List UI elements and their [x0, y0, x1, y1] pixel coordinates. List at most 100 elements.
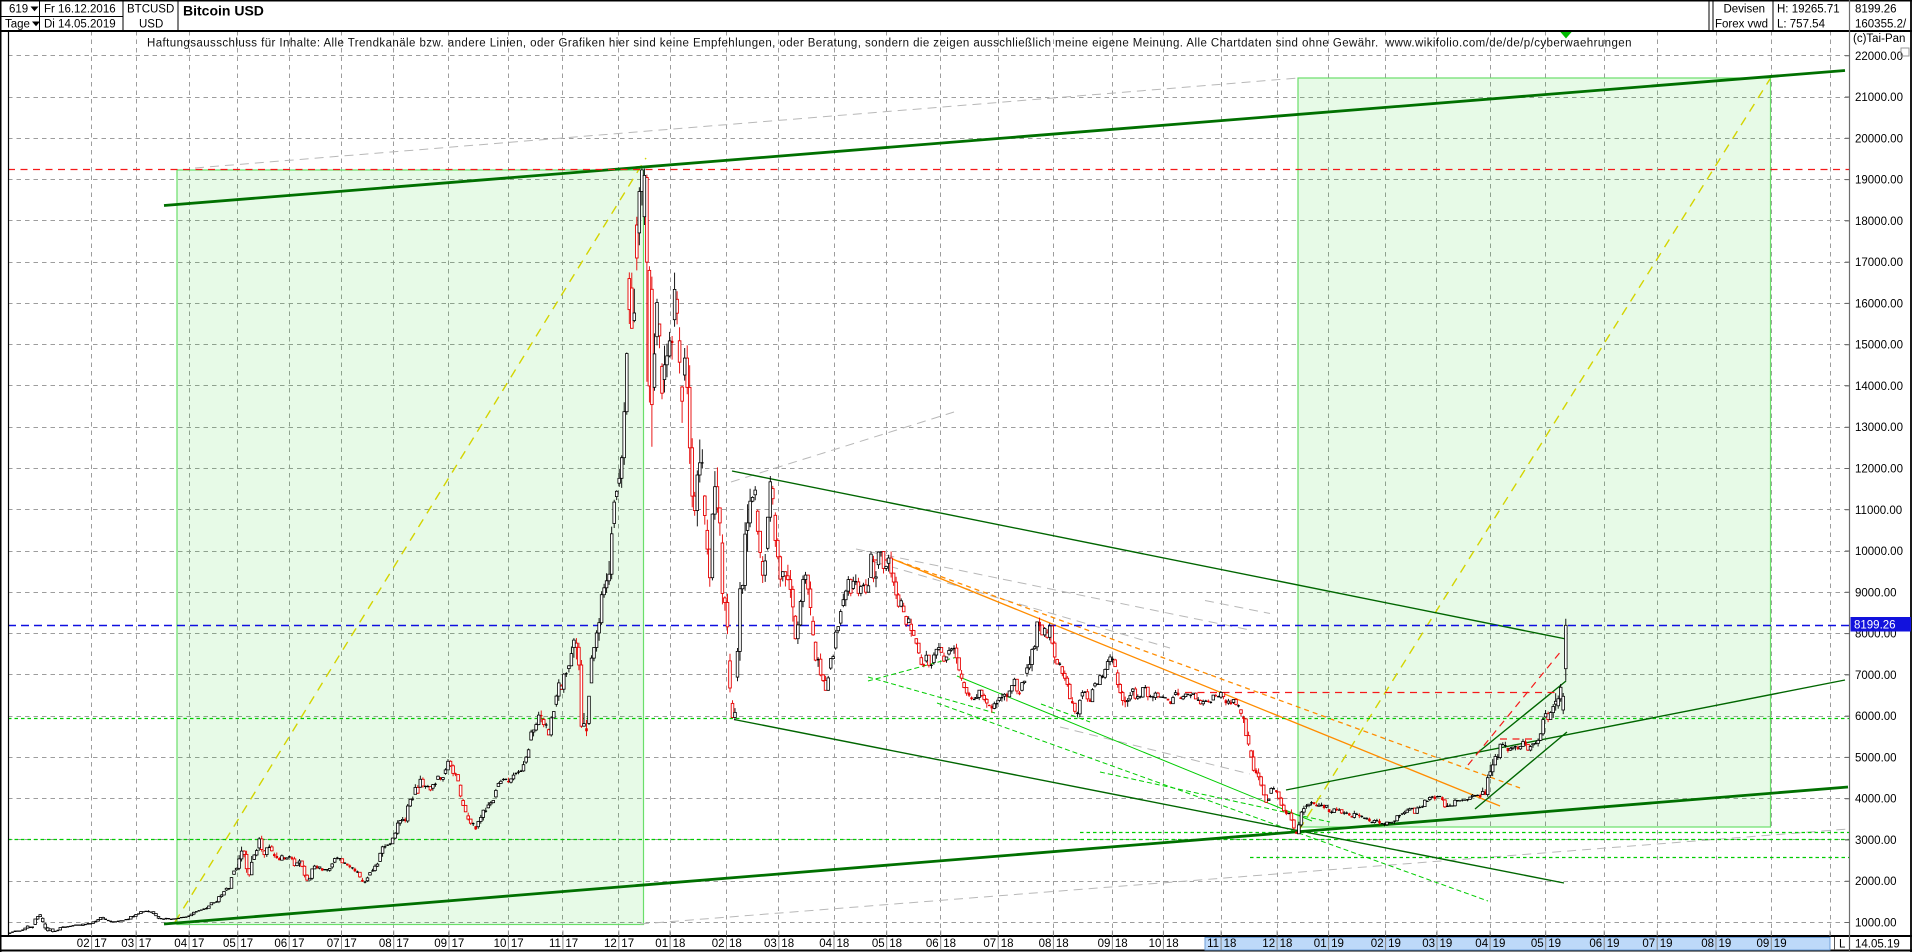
svg-text:8199.26: 8199.26	[1854, 620, 1896, 632]
svg-text:18: 18	[1115, 938, 1128, 950]
svg-text:12: 12	[604, 938, 617, 950]
svg-text:05: 05	[872, 938, 885, 950]
svg-text:18000.00: 18000.00	[1855, 216, 1903, 228]
svg-text:12: 12	[1262, 938, 1275, 950]
svg-text:4000.00: 4000.00	[1855, 794, 1897, 806]
svg-text:19: 19	[1660, 938, 1673, 950]
svg-text:9000.00: 9000.00	[1855, 587, 1897, 599]
svg-text:10: 10	[494, 938, 507, 950]
svg-text:11: 11	[1207, 938, 1219, 950]
svg-text:08: 08	[1039, 938, 1052, 950]
svg-text:11000.00: 11000.00	[1855, 505, 1902, 517]
svg-text:USD: USD	[139, 19, 163, 31]
svg-text:03: 03	[1422, 938, 1435, 950]
svg-text:14000.00: 14000.00	[1855, 381, 1903, 393]
svg-text:19: 19	[1493, 938, 1506, 950]
svg-text:18: 18	[729, 938, 742, 950]
svg-text:01: 01	[1314, 938, 1327, 950]
svg-text:BTCUSD: BTCUSD	[127, 4, 174, 16]
svg-text:17: 17	[344, 938, 357, 950]
svg-text:18: 18	[673, 938, 686, 950]
svg-text:05: 05	[223, 938, 236, 950]
svg-text:01: 01	[655, 938, 668, 950]
svg-text:18: 18	[1056, 938, 1069, 950]
svg-text:18: 18	[1224, 938, 1237, 950]
svg-text:18: 18	[781, 938, 794, 950]
svg-text:19: 19	[1719, 938, 1732, 950]
svg-text:6000.00: 6000.00	[1855, 711, 1897, 723]
svg-text:17: 17	[452, 938, 465, 950]
svg-text:09: 09	[1757, 938, 1770, 950]
svg-text:H: 19265.71: H: 19265.71	[1777, 4, 1840, 16]
svg-text:8199.26: 8199.26	[1855, 4, 1897, 16]
svg-text:10: 10	[1149, 938, 1162, 950]
svg-text:Fr 16.12.2016: Fr 16.12.2016	[44, 4, 116, 16]
svg-text:20000.00: 20000.00	[1855, 133, 1903, 145]
svg-text:04: 04	[1475, 938, 1488, 950]
svg-text:03: 03	[764, 938, 777, 950]
svg-text:19: 19	[1388, 938, 1401, 950]
svg-text:8000.00: 8000.00	[1855, 629, 1897, 641]
svg-text:17: 17	[292, 938, 305, 950]
svg-text:19: 19	[1607, 938, 1620, 950]
svg-text:09: 09	[1098, 938, 1111, 950]
svg-text:18: 18	[943, 938, 956, 950]
svg-text:02: 02	[712, 938, 725, 950]
svg-text:21000.00: 21000.00	[1855, 92, 1903, 104]
svg-text:18: 18	[1280, 938, 1293, 950]
svg-text:160355.2/: 160355.2/	[1855, 19, 1907, 31]
svg-text:18: 18	[1001, 938, 1014, 950]
svg-text:619: 619	[9, 4, 28, 16]
svg-text:11: 11	[549, 938, 561, 950]
svg-text:08: 08	[379, 938, 392, 950]
svg-text:06: 06	[1589, 938, 1602, 950]
svg-text:04: 04	[174, 938, 187, 950]
svg-text:18: 18	[1166, 938, 1179, 950]
svg-text:5000.00: 5000.00	[1855, 752, 1897, 764]
svg-text:06: 06	[274, 938, 287, 950]
svg-text:1000.00: 1000.00	[1855, 918, 1897, 930]
svg-text:L: L	[1839, 939, 1846, 951]
svg-text:13000.00: 13000.00	[1855, 422, 1903, 434]
svg-text:18: 18	[889, 938, 902, 950]
svg-text:3000.00: 3000.00	[1855, 835, 1897, 847]
svg-text:19000.00: 19000.00	[1855, 175, 1903, 187]
svg-text:07: 07	[1642, 938, 1655, 950]
svg-text:06: 06	[926, 938, 939, 950]
svg-text:17: 17	[139, 938, 152, 950]
svg-text:19: 19	[1774, 938, 1787, 950]
svg-text:02: 02	[77, 938, 90, 950]
svg-text:07: 07	[983, 938, 996, 950]
svg-text:17000.00: 17000.00	[1855, 257, 1903, 269]
svg-text:07: 07	[327, 938, 340, 950]
svg-text:17: 17	[240, 938, 253, 950]
svg-text:19: 19	[1331, 938, 1344, 950]
svg-text:Di 14.05.2019: Di 14.05.2019	[44, 19, 116, 31]
svg-text:Devisen: Devisen	[1723, 4, 1765, 16]
svg-text:14.05.19: 14.05.19	[1855, 939, 1900, 951]
svg-text:L: 757.54: L: 757.54	[1777, 19, 1826, 31]
svg-text:19: 19	[1548, 938, 1561, 950]
svg-text:15000.00: 15000.00	[1855, 340, 1903, 352]
svg-text:Bitcoin USD: Bitcoin USD	[183, 3, 264, 19]
svg-text:(c)Tai-Pan: (c)Tai-Pan	[1853, 33, 1905, 45]
svg-text:05: 05	[1531, 938, 1544, 950]
svg-text:17: 17	[94, 938, 107, 950]
svg-text:Forex vwd: Forex vwd	[1715, 19, 1768, 31]
svg-text:19: 19	[1440, 938, 1453, 950]
svg-text:Tage: Tage	[5, 19, 30, 31]
svg-text:22000.00: 22000.00	[1855, 51, 1903, 63]
svg-text:16000.00: 16000.00	[1855, 298, 1903, 310]
svg-text:09: 09	[434, 938, 447, 950]
svg-text:03: 03	[121, 938, 134, 950]
svg-text:7000.00: 7000.00	[1855, 670, 1897, 682]
svg-text:10000.00: 10000.00	[1855, 546, 1903, 558]
svg-text:17: 17	[396, 938, 409, 950]
svg-text:08: 08	[1701, 938, 1714, 950]
svg-text:2000.00: 2000.00	[1855, 876, 1897, 888]
svg-text:17: 17	[192, 938, 205, 950]
svg-text:Haftungsausschluss für Inhalte: Haftungsausschluss für Inhalte: Alle Tre…	[147, 38, 1632, 50]
svg-text:02: 02	[1371, 938, 1384, 950]
svg-text:17: 17	[621, 938, 634, 950]
svg-text:17: 17	[511, 938, 524, 950]
